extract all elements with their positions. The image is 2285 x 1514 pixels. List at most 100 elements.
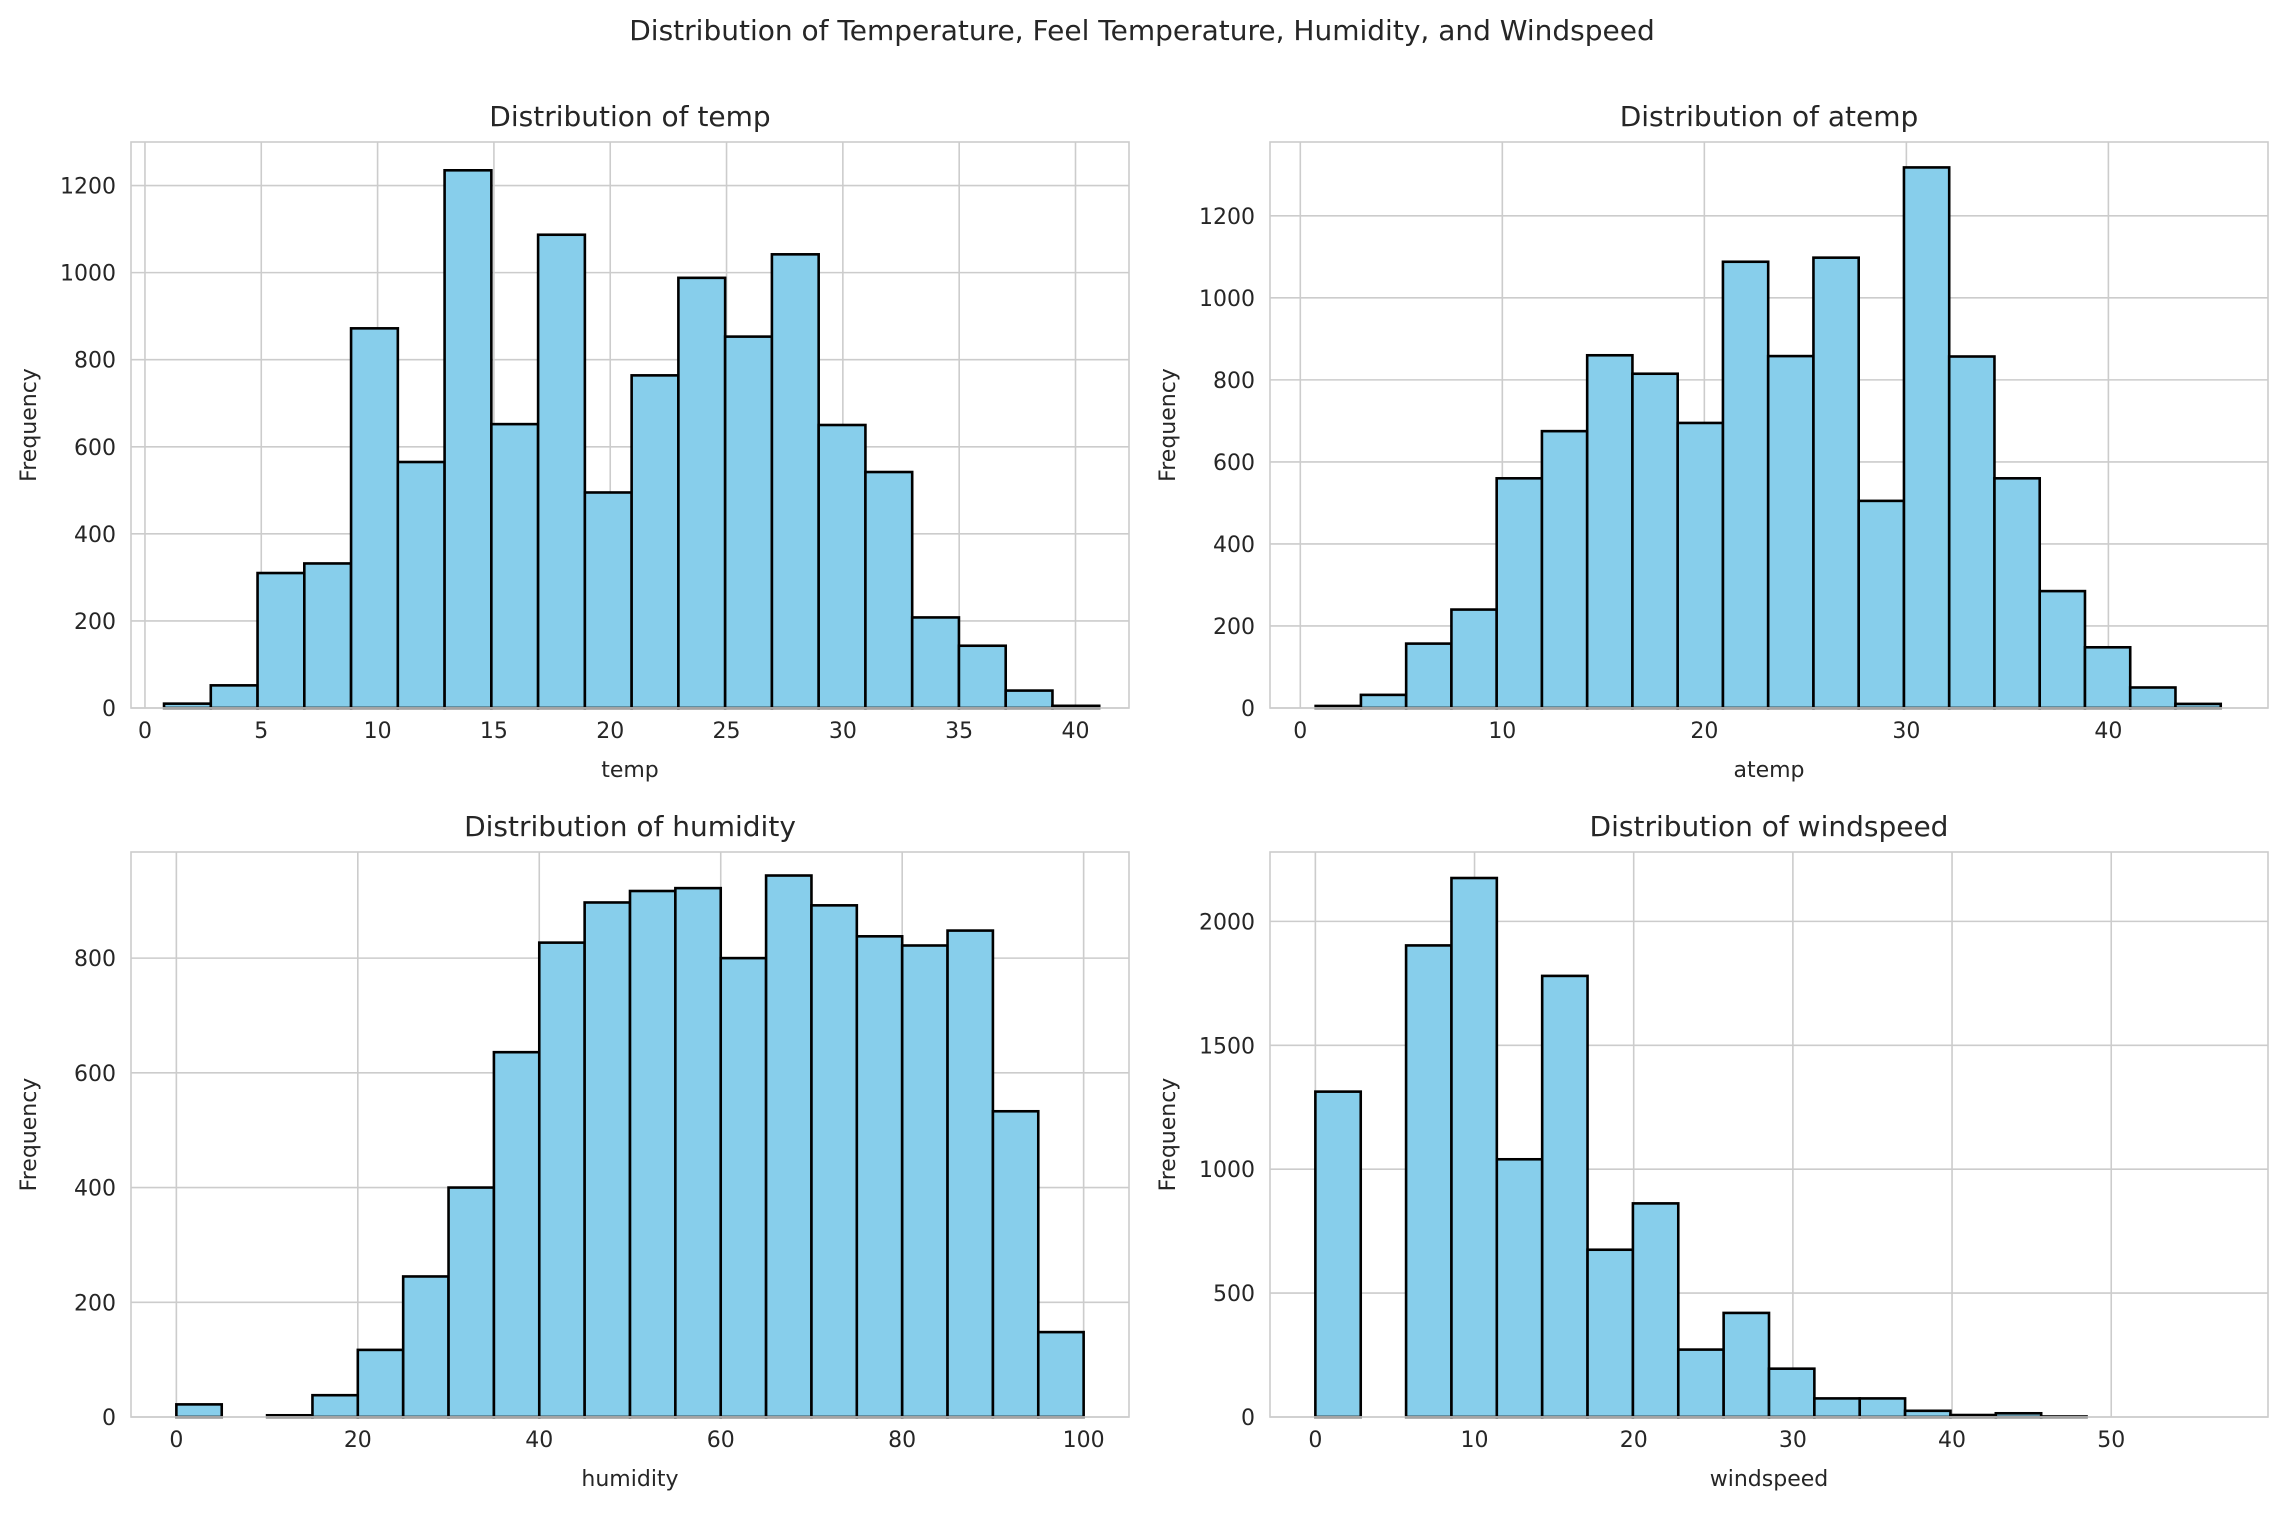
histogram-bar xyxy=(630,374,680,710)
histogram-bar xyxy=(175,1403,224,1419)
histogram-bar xyxy=(910,616,961,710)
histogram-bar xyxy=(1359,693,1408,710)
axes-frame xyxy=(1269,851,2269,1418)
histogram-bar xyxy=(900,944,949,1419)
histogram-bar xyxy=(1631,372,1679,710)
histogram-bar xyxy=(401,1275,450,1419)
histogram-bar xyxy=(1947,355,1996,710)
histogram-bar xyxy=(1495,477,1544,710)
histogram-bar xyxy=(817,423,867,710)
x-tick-label: 5 xyxy=(254,719,268,744)
figure-suptitle: Distribution of Temperature, Feel Temper… xyxy=(629,14,1654,47)
histogram-bar xyxy=(447,1186,496,1419)
histogram-bar xyxy=(1858,1397,1907,1419)
y-axis-label: Frequency xyxy=(1156,368,1181,482)
x-tick-label: 0 xyxy=(1293,719,1307,744)
histogram-bar xyxy=(628,889,677,1419)
histogram-bar xyxy=(677,276,727,710)
y-tick-label: 200 xyxy=(74,1291,116,1316)
histogram-bar xyxy=(1450,608,1498,710)
y-axis-label: Frequency xyxy=(1156,1078,1181,1192)
histogram-bar xyxy=(855,935,904,1419)
y-tick-label: 1000 xyxy=(60,262,116,287)
histogram-bar xyxy=(396,460,446,710)
x-tick-label: 25 xyxy=(713,719,741,744)
chart-windspeed: 0 10 20 30 40 500500100015002000Distribution … xyxy=(1156,810,2269,1492)
histogram-bar xyxy=(209,684,259,710)
histogram-bar xyxy=(303,562,353,710)
chart-panels: 0 5 10 15 20 25 30 35 40020040060080010001200Dis… xyxy=(17,100,2269,1492)
histogram-bar xyxy=(1450,876,1499,1419)
y-tick-label: 400 xyxy=(1213,533,1255,558)
histogram-bar xyxy=(719,956,768,1419)
histogram-bar xyxy=(583,491,633,710)
histogram-bar xyxy=(583,901,632,1419)
x-tick-label: 10 xyxy=(1461,1428,1489,1453)
x-tick-label: 10 xyxy=(364,719,392,744)
chart-title: Distribution of humidity xyxy=(464,810,796,843)
y-tick-label: 200 xyxy=(74,610,116,635)
histogram-bar xyxy=(492,1050,541,1419)
y-tick-label: 2000 xyxy=(1199,910,1255,935)
histogram-bar xyxy=(1585,353,1634,710)
x-tick-label: 100 xyxy=(1063,1428,1105,1453)
histogram-bar xyxy=(1540,974,1589,1419)
histogram-bar xyxy=(864,470,914,710)
histogram-bar xyxy=(764,874,813,1419)
histogram-bar xyxy=(1404,944,1453,1419)
y-tick-label: 400 xyxy=(74,1177,116,1202)
x-tick-label: 40 xyxy=(1938,1428,1966,1453)
x-tick-label: 20 xyxy=(596,719,624,744)
chart-title: Distribution of temp xyxy=(489,100,770,133)
y-tick-label: 0 xyxy=(1241,1406,1255,1431)
y-tick-label: 600 xyxy=(74,1062,116,1087)
histogram-bar xyxy=(1676,1348,1725,1419)
histogram-bar xyxy=(536,233,587,710)
x-tick-label: 0 xyxy=(169,1428,183,1453)
x-tick-label: 30 xyxy=(829,719,857,744)
x-tick-label: 20 xyxy=(1690,719,1718,744)
x-tick-label: 35 xyxy=(945,719,973,744)
histogram-bar xyxy=(2128,686,2177,710)
histogram-bar xyxy=(991,1109,1040,1419)
histogram-bar xyxy=(1540,429,1589,710)
chart-temp: 0 5 10 15 20 25 30 35 40020040060080010001200Dis… xyxy=(17,100,1130,783)
y-tick-label: 0 xyxy=(1241,697,1255,722)
chart-atemp: 0 10 20 30 40020040060080010001200Distributi… xyxy=(1156,100,2269,783)
histogram-bar xyxy=(537,941,586,1419)
histogram-bar xyxy=(1721,260,1770,710)
histogram-bar xyxy=(349,327,400,710)
histogram-bar xyxy=(356,1348,405,1419)
histogram-bar xyxy=(1036,1330,1085,1419)
histogram-bar xyxy=(1812,256,1860,710)
y-tick-label: 600 xyxy=(1213,451,1255,476)
histogram-bar xyxy=(723,335,774,710)
x-axis-label: windspeed xyxy=(1710,1467,1828,1492)
histogram-bar xyxy=(1631,1202,1680,1419)
histogram-bar xyxy=(1902,166,1951,710)
histogram-bar xyxy=(1766,354,1815,710)
x-tick-label: 40 xyxy=(1061,719,1089,744)
histogram-bar xyxy=(1767,1367,1816,1419)
histogram-bar xyxy=(946,929,995,1419)
histogram-bar xyxy=(1495,1157,1544,1419)
y-tick-label: 800 xyxy=(74,349,116,374)
histogram-bar xyxy=(1813,1397,1862,1419)
histogram-bar xyxy=(770,253,820,710)
y-tick-label: 1200 xyxy=(1199,205,1255,230)
y-axis-label: Frequency xyxy=(17,1078,42,1192)
histogram-bar xyxy=(1404,642,1453,710)
histogram-bar xyxy=(1857,499,1906,710)
x-axis-label: humidity xyxy=(581,1467,678,1492)
x-axis-label: temp xyxy=(601,758,659,783)
y-tick-label: 400 xyxy=(74,523,116,548)
y-tick-label: 0 xyxy=(102,1406,116,1431)
x-tick-label: 20 xyxy=(344,1428,372,1453)
x-tick-label: 0 xyxy=(138,719,152,744)
axes-frame xyxy=(1269,141,2269,709)
histogram-bar xyxy=(810,904,859,1419)
histogram-bar xyxy=(1676,421,1725,710)
axes-frame xyxy=(130,851,1130,1418)
y-tick-label: 1000 xyxy=(1199,287,1255,312)
